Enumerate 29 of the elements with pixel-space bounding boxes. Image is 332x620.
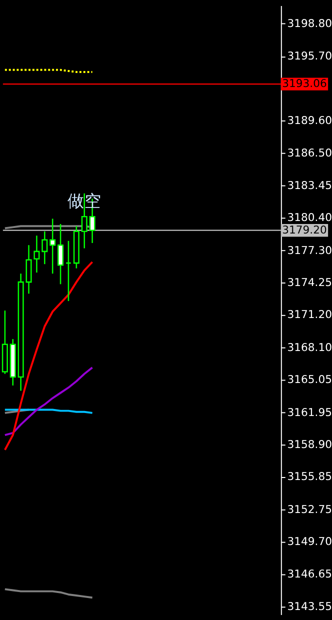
y-tick-label: 3143.55 [287, 600, 332, 614]
y-tick-label: 3161.95 [287, 406, 332, 419]
ref-line-label: 3179.20 [282, 223, 327, 236]
y-tick-label: 3183.45 [287, 178, 332, 192]
ref-line-label: 3193.06 [282, 77, 327, 90]
candlestick [42, 230, 48, 265]
y-tick-label: 3174.25 [287, 276, 332, 290]
line-series [4, 588, 94, 599]
candlestick [50, 218, 56, 274]
y-tick-label: 3171.20 [287, 308, 332, 322]
y-tick-label: 3177.30 [287, 244, 332, 257]
y-tick-label: 3198.80 [287, 16, 332, 30]
y-tick-label: 3158.90 [287, 438, 332, 452]
candlestick [65, 240, 72, 302]
y-tick-label: 3155.85 [287, 470, 332, 484]
annotation: 做空 [67, 191, 102, 210]
y-tick-label: 3180.40 [287, 211, 332, 224]
y-tick-label: 3152.75 [287, 502, 332, 516]
y-tick-label: 3146.65 [287, 567, 332, 580]
y-tick-label: 3165.05 [287, 373, 332, 386]
y-tick-label: 3168.10 [287, 340, 332, 354]
candlestick [58, 223, 64, 285]
candlestick [34, 234, 40, 274]
y-tick-label: 3149.70 [287, 535, 332, 548]
line-series [4, 366, 94, 436]
y-tick-label: 3195.70 [287, 50, 332, 63]
y-tick-label: 3186.50 [287, 146, 332, 160]
line-series [4, 261, 94, 451]
y-tick-label: 3189.60 [287, 114, 332, 128]
